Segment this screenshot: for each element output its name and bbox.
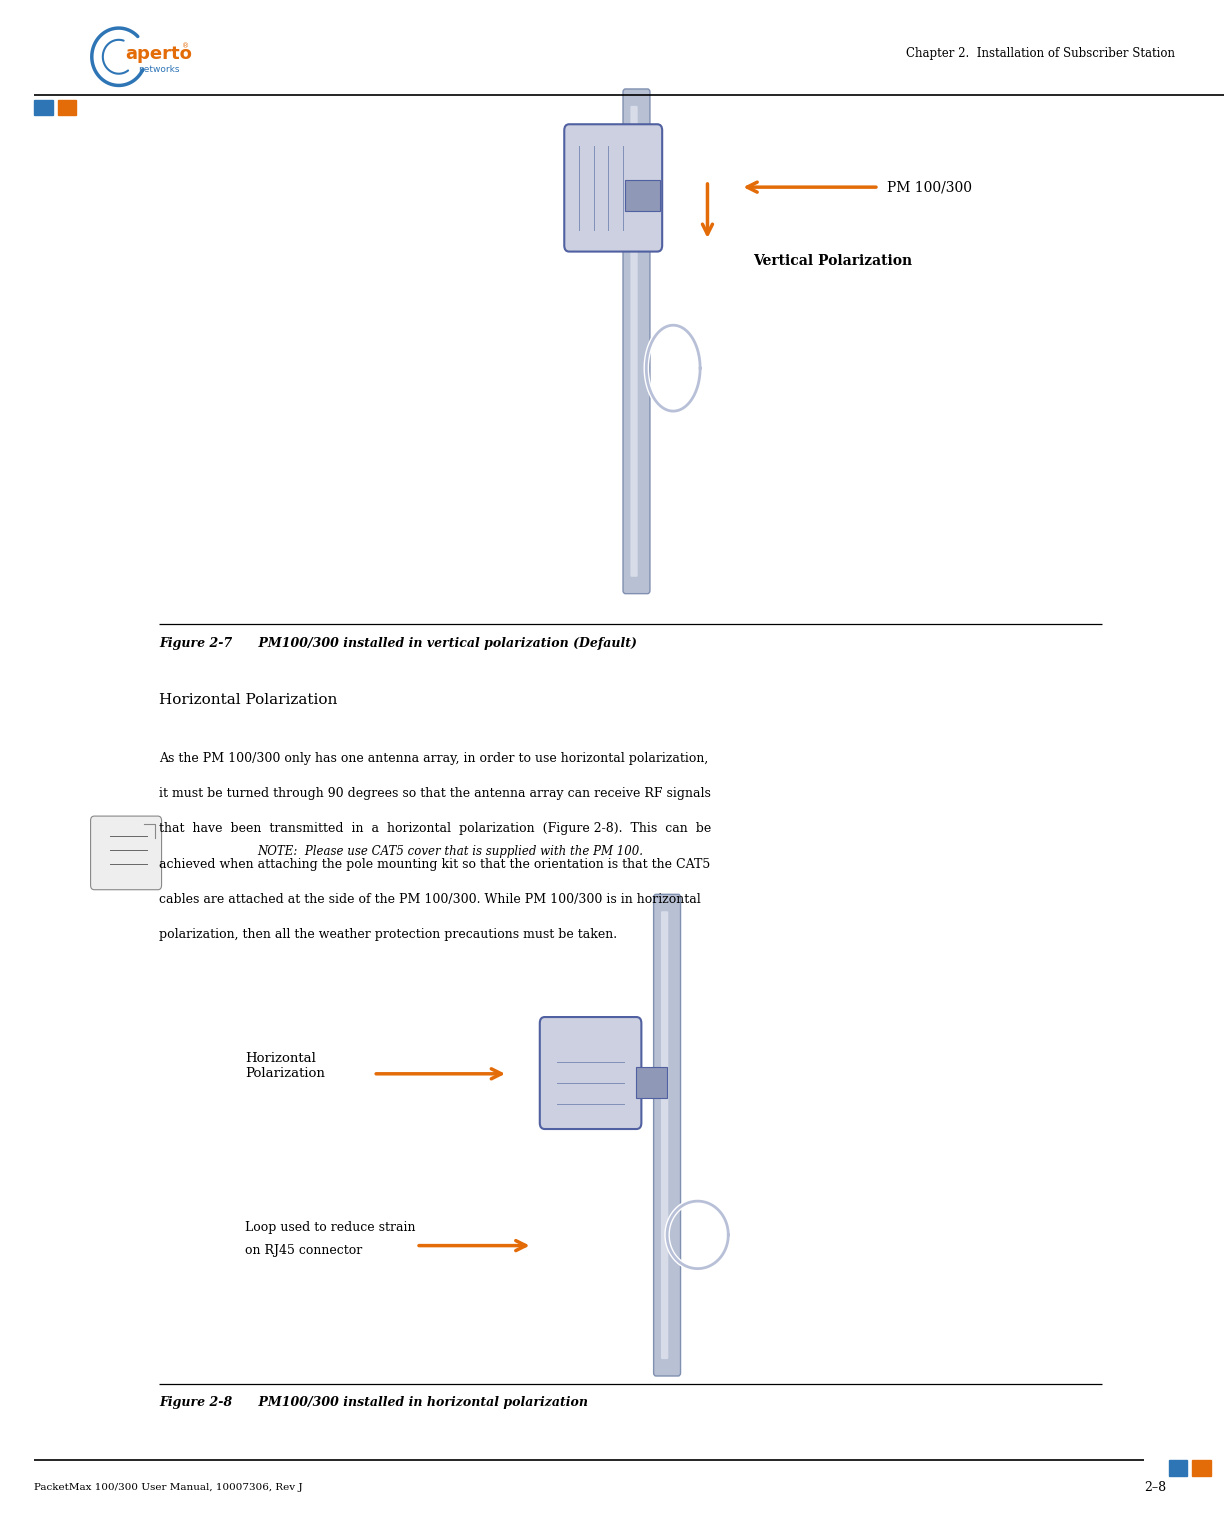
FancyBboxPatch shape bbox=[540, 1017, 641, 1129]
Text: polarization, then all the weather protection precautions must be taken.: polarization, then all the weather prote… bbox=[159, 928, 617, 940]
Text: on RJ45 connector: on RJ45 connector bbox=[245, 1244, 362, 1256]
Text: it must be turned through 90 degrees so that the antenna array can receive RF si: it must be turned through 90 degrees so … bbox=[159, 787, 711, 799]
Text: ®: ® bbox=[182, 43, 190, 49]
Text: that  have  been  transmitted  in  a  horizontal  polarization  (Figure 2-8).  T: that have been transmitted in a horizont… bbox=[159, 822, 711, 834]
Text: Chapter 2.  Installation of Subscriber Station: Chapter 2. Installation of Subscriber St… bbox=[906, 48, 1175, 60]
Text: achieved when attaching the pole mounting kit so that the orientation is that th: achieved when attaching the pole mountin… bbox=[159, 858, 710, 870]
FancyBboxPatch shape bbox=[654, 894, 681, 1376]
Text: PacketMax 100/300 User Manual, 10007306, Rev J: PacketMax 100/300 User Manual, 10007306,… bbox=[34, 1483, 302, 1493]
Bar bbox=[625, 181, 660, 212]
Text: Vertical Polarization: Vertical Polarization bbox=[753, 253, 912, 268]
Text: Horizontal
Polarization: Horizontal Polarization bbox=[245, 1052, 324, 1080]
Text: PM 100/300: PM 100/300 bbox=[887, 179, 972, 195]
Text: Horizontal Polarization: Horizontal Polarization bbox=[159, 693, 338, 707]
Text: networks: networks bbox=[138, 64, 180, 74]
FancyBboxPatch shape bbox=[564, 124, 662, 252]
Text: Loop used to reduce strain: Loop used to reduce strain bbox=[245, 1221, 415, 1233]
Text: Figure 2-7      PM100/300 installed in vertical polarization (Default): Figure 2-7 PM100/300 installed in vertic… bbox=[159, 637, 636, 649]
FancyBboxPatch shape bbox=[661, 911, 668, 1359]
Text: cables are attached at the side of the PM 100/300. While PM 100/300 is in horizo: cables are attached at the side of the P… bbox=[159, 893, 701, 905]
Bar bbox=[34, 100, 53, 115]
Bar bbox=[58, 100, 76, 115]
Text: Figure 2-8      PM100/300 installed in horizontal polarization: Figure 2-8 PM100/300 installed in horizo… bbox=[159, 1396, 588, 1408]
Text: 2–8: 2–8 bbox=[1144, 1482, 1166, 1494]
FancyBboxPatch shape bbox=[623, 89, 650, 594]
FancyBboxPatch shape bbox=[91, 816, 162, 890]
Bar bbox=[1169, 1460, 1187, 1476]
FancyBboxPatch shape bbox=[630, 106, 638, 577]
Text: NOTE:  Please use CAT5 cover that is supplied with the PM 100.: NOTE: Please use CAT5 cover that is supp… bbox=[257, 845, 643, 858]
Text: aperto: aperto bbox=[126, 44, 192, 63]
Bar bbox=[1192, 1460, 1211, 1476]
Bar bbox=[636, 1068, 667, 1098]
Text: As the PM 100/300 only has one antenna array, in order to use horizontal polariz: As the PM 100/300 only has one antenna a… bbox=[159, 752, 709, 764]
